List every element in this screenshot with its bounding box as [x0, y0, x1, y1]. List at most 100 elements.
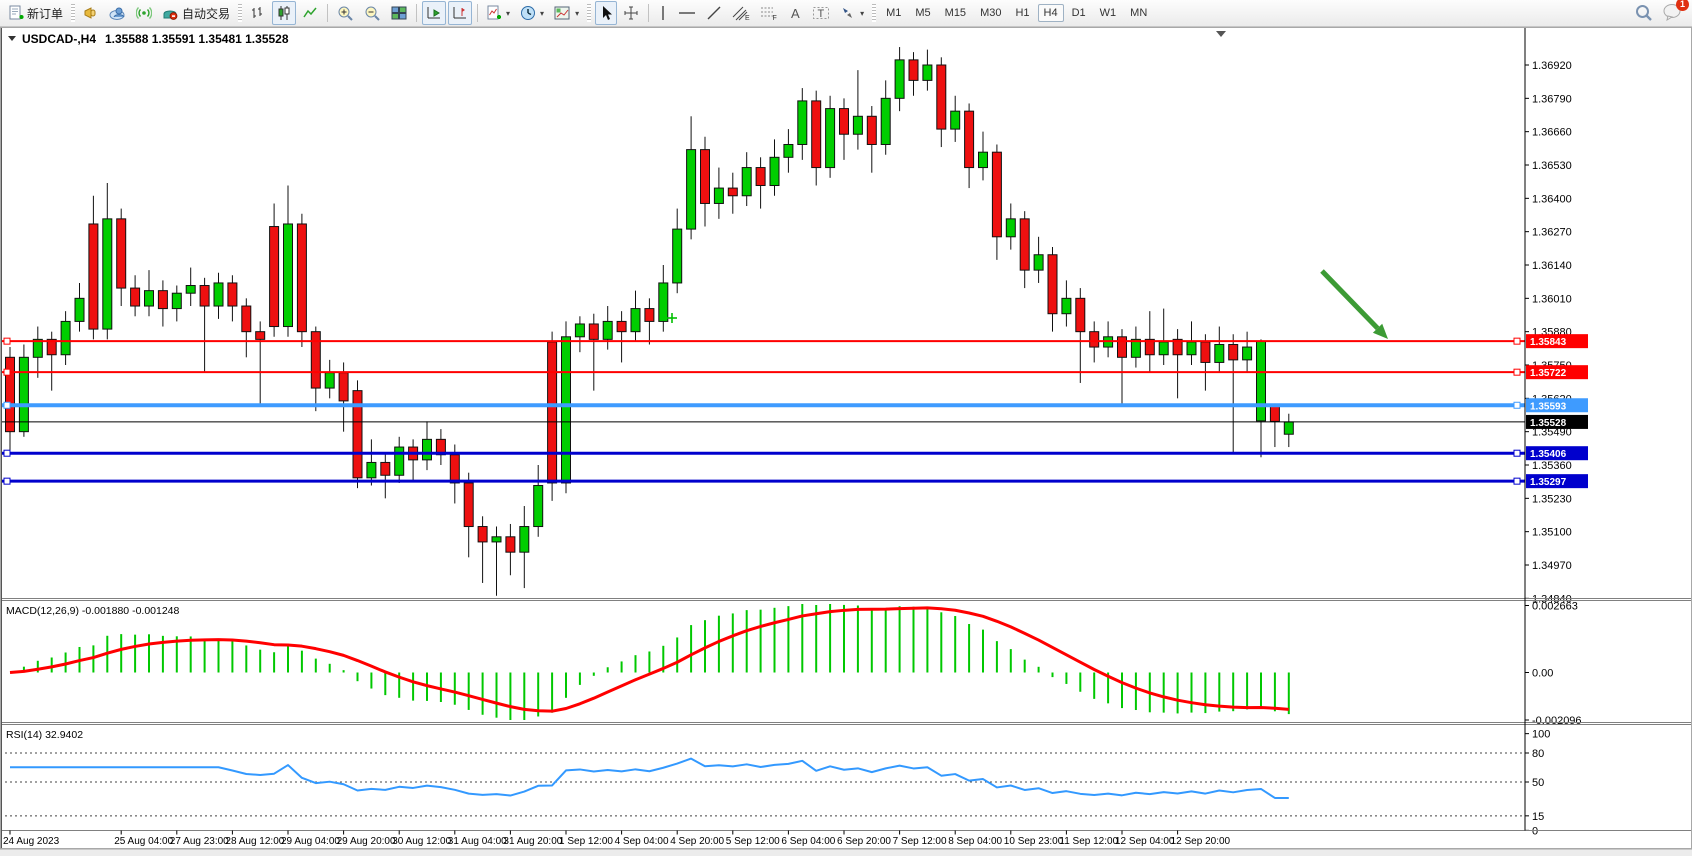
rsi-level-label: 80	[1532, 748, 1544, 760]
autoscroll-button[interactable]	[422, 1, 447, 25]
alerts-button[interactable]	[79, 1, 103, 25]
community-button[interactable]	[105, 1, 130, 25]
signal-icon	[135, 5, 153, 21]
candle-body	[602, 320, 613, 340]
price-tag-label: 1.35722	[1530, 368, 1567, 379]
price-axis-label: 1.35490	[1532, 427, 1572, 439]
line-handle[interactable]	[3, 337, 11, 345]
toolbar-grip	[71, 4, 76, 22]
fibonacci-tool-button[interactable]: F	[756, 1, 782, 25]
tile-windows-button[interactable]	[387, 1, 411, 25]
svg-text:A: A	[791, 6, 800, 21]
candle-body	[1200, 341, 1211, 363]
signals-button[interactable]	[132, 1, 156, 25]
timeframe-H4[interactable]: H4	[1037, 4, 1064, 22]
price-tag	[1526, 474, 1588, 489]
price-axis-label: 1.36530	[1532, 160, 1572, 172]
line-handle[interactable]	[1513, 477, 1521, 485]
candle-body	[144, 290, 154, 307]
zoom-out-button[interactable]	[360, 1, 385, 25]
line-handle[interactable]	[1513, 401, 1521, 409]
autotrade-button[interactable]: 自动交易	[158, 1, 234, 25]
toolbar-grip	[872, 4, 877, 22]
price-line-1.35843[interactable]: 1.35843	[0, 334, 1588, 349]
line-handle[interactable]	[3, 449, 11, 457]
chart-shift-marker[interactable]	[1216, 31, 1226, 37]
zoom-in-button[interactable]	[333, 1, 358, 25]
candle-body	[324, 372, 335, 389]
timeframe-MN[interactable]: MN	[1130, 7, 1148, 19]
candle-body	[616, 320, 627, 333]
search-icon[interactable]	[1635, 4, 1653, 22]
svg-text:F: F	[773, 15, 777, 21]
vertical-line-tool-button[interactable]	[654, 1, 672, 25]
candle-body	[435, 438, 446, 456]
vertical-line-icon	[658, 5, 668, 21]
candle-body	[713, 187, 724, 204]
line-handle[interactable]	[1513, 449, 1521, 457]
chart-canvas[interactable]: 1.36920 1.36790 1.36660 1.36530 1.36400 1.362…	[0, 27, 1692, 849]
candle-body	[5, 356, 15, 433]
candle-body	[255, 331, 266, 340]
date-label: 28 Aug 12:00	[225, 836, 284, 847]
price-line-1.35722[interactable]: 1.35722	[0, 365, 1588, 380]
line-handle[interactable]	[3, 368, 11, 376]
text-tool-button[interactable]: A	[784, 1, 806, 25]
plus-marker[interactable]	[667, 313, 677, 323]
dropdown-caret-icon: ▾	[860, 8, 865, 18]
rsi-level-label: 15	[1532, 811, 1544, 823]
bar-chart-button[interactable]	[246, 1, 270, 25]
indicators-button[interactable]: ▾	[483, 1, 514, 25]
periods-button[interactable]: ▾	[516, 1, 548, 25]
green-arrow[interactable]	[1320, 269, 1388, 339]
timeframe-D1[interactable]: D1	[1071, 7, 1086, 19]
arrows-tool-button[interactable]: ▾	[836, 1, 868, 25]
candle-body	[741, 167, 752, 197]
candle-body	[1214, 343, 1225, 363]
text-icon: A	[788, 5, 802, 21]
text-label-icon: T	[812, 5, 830, 21]
candle-body	[88, 223, 99, 330]
chart-window[interactable]: 1.36920 1.36790 1.36660 1.36530 1.36400 1.362…	[0, 27, 1692, 849]
crosshair-tool-button[interactable]	[619, 1, 643, 25]
candle-body	[811, 100, 822, 169]
price-line-1.35593[interactable]: 1.35593	[0, 398, 1588, 413]
timeframe-W1[interactable]: W1	[1099, 7, 1117, 19]
timeframe-M15[interactable]: M15	[944, 7, 967, 19]
new-order-button[interactable]: 新订单	[5, 1, 67, 25]
timeframe-M1[interactable]: M1	[886, 7, 902, 19]
templates-button[interactable]: ▾	[550, 1, 583, 25]
text-label-tool-button[interactable]: T	[808, 1, 834, 25]
channel-tool-button[interactable]: E	[728, 1, 754, 25]
price-line-1.35297[interactable]: 1.35297	[0, 474, 1588, 489]
timeframe-M30[interactable]: M30	[980, 7, 1002, 19]
date-label: 8 Sep 04:00	[948, 836, 1002, 847]
chart-shift-button[interactable]	[448, 1, 473, 25]
price-tag	[1526, 365, 1588, 380]
price-tag-label: 1.35843	[1530, 337, 1567, 348]
ohlc-readout: 1.35588 1.35591 1.35481 1.35528	[105, 32, 289, 46]
notifications-button[interactable]: 1	[1663, 0, 1689, 24]
line-handle[interactable]	[1513, 337, 1521, 345]
price-line-1.35528[interactable]: 1.35528	[0, 414, 1588, 429]
candle-body	[102, 218, 113, 330]
line-handle[interactable]	[3, 401, 11, 409]
line-chart-button[interactable]	[298, 1, 322, 25]
rsi-label: RSI(14) 32.9402	[6, 729, 83, 741]
price-axis-label: 1.36140	[1532, 260, 1572, 272]
arrow-head	[1372, 323, 1388, 339]
candle-body	[1117, 336, 1127, 358]
trendline-tool-button[interactable]	[702, 1, 726, 25]
horizontal-line-tool-button[interactable]	[674, 1, 700, 25]
symbol-dropdown-icon[interactable]	[8, 36, 16, 41]
cursor-tool-button[interactable]	[595, 1, 618, 25]
timeframe-M5[interactable]: M5	[915, 7, 931, 19]
candlestick-chart-button[interactable]	[272, 1, 297, 25]
line-handle[interactable]	[1513, 368, 1521, 376]
price-tag	[1526, 446, 1588, 461]
timeframe-H1[interactable]: H1	[1015, 7, 1030, 19]
candle-body	[672, 228, 683, 284]
line-handle[interactable]	[3, 477, 11, 485]
price-line-1.35406[interactable]: 1.35406	[0, 446, 1588, 461]
